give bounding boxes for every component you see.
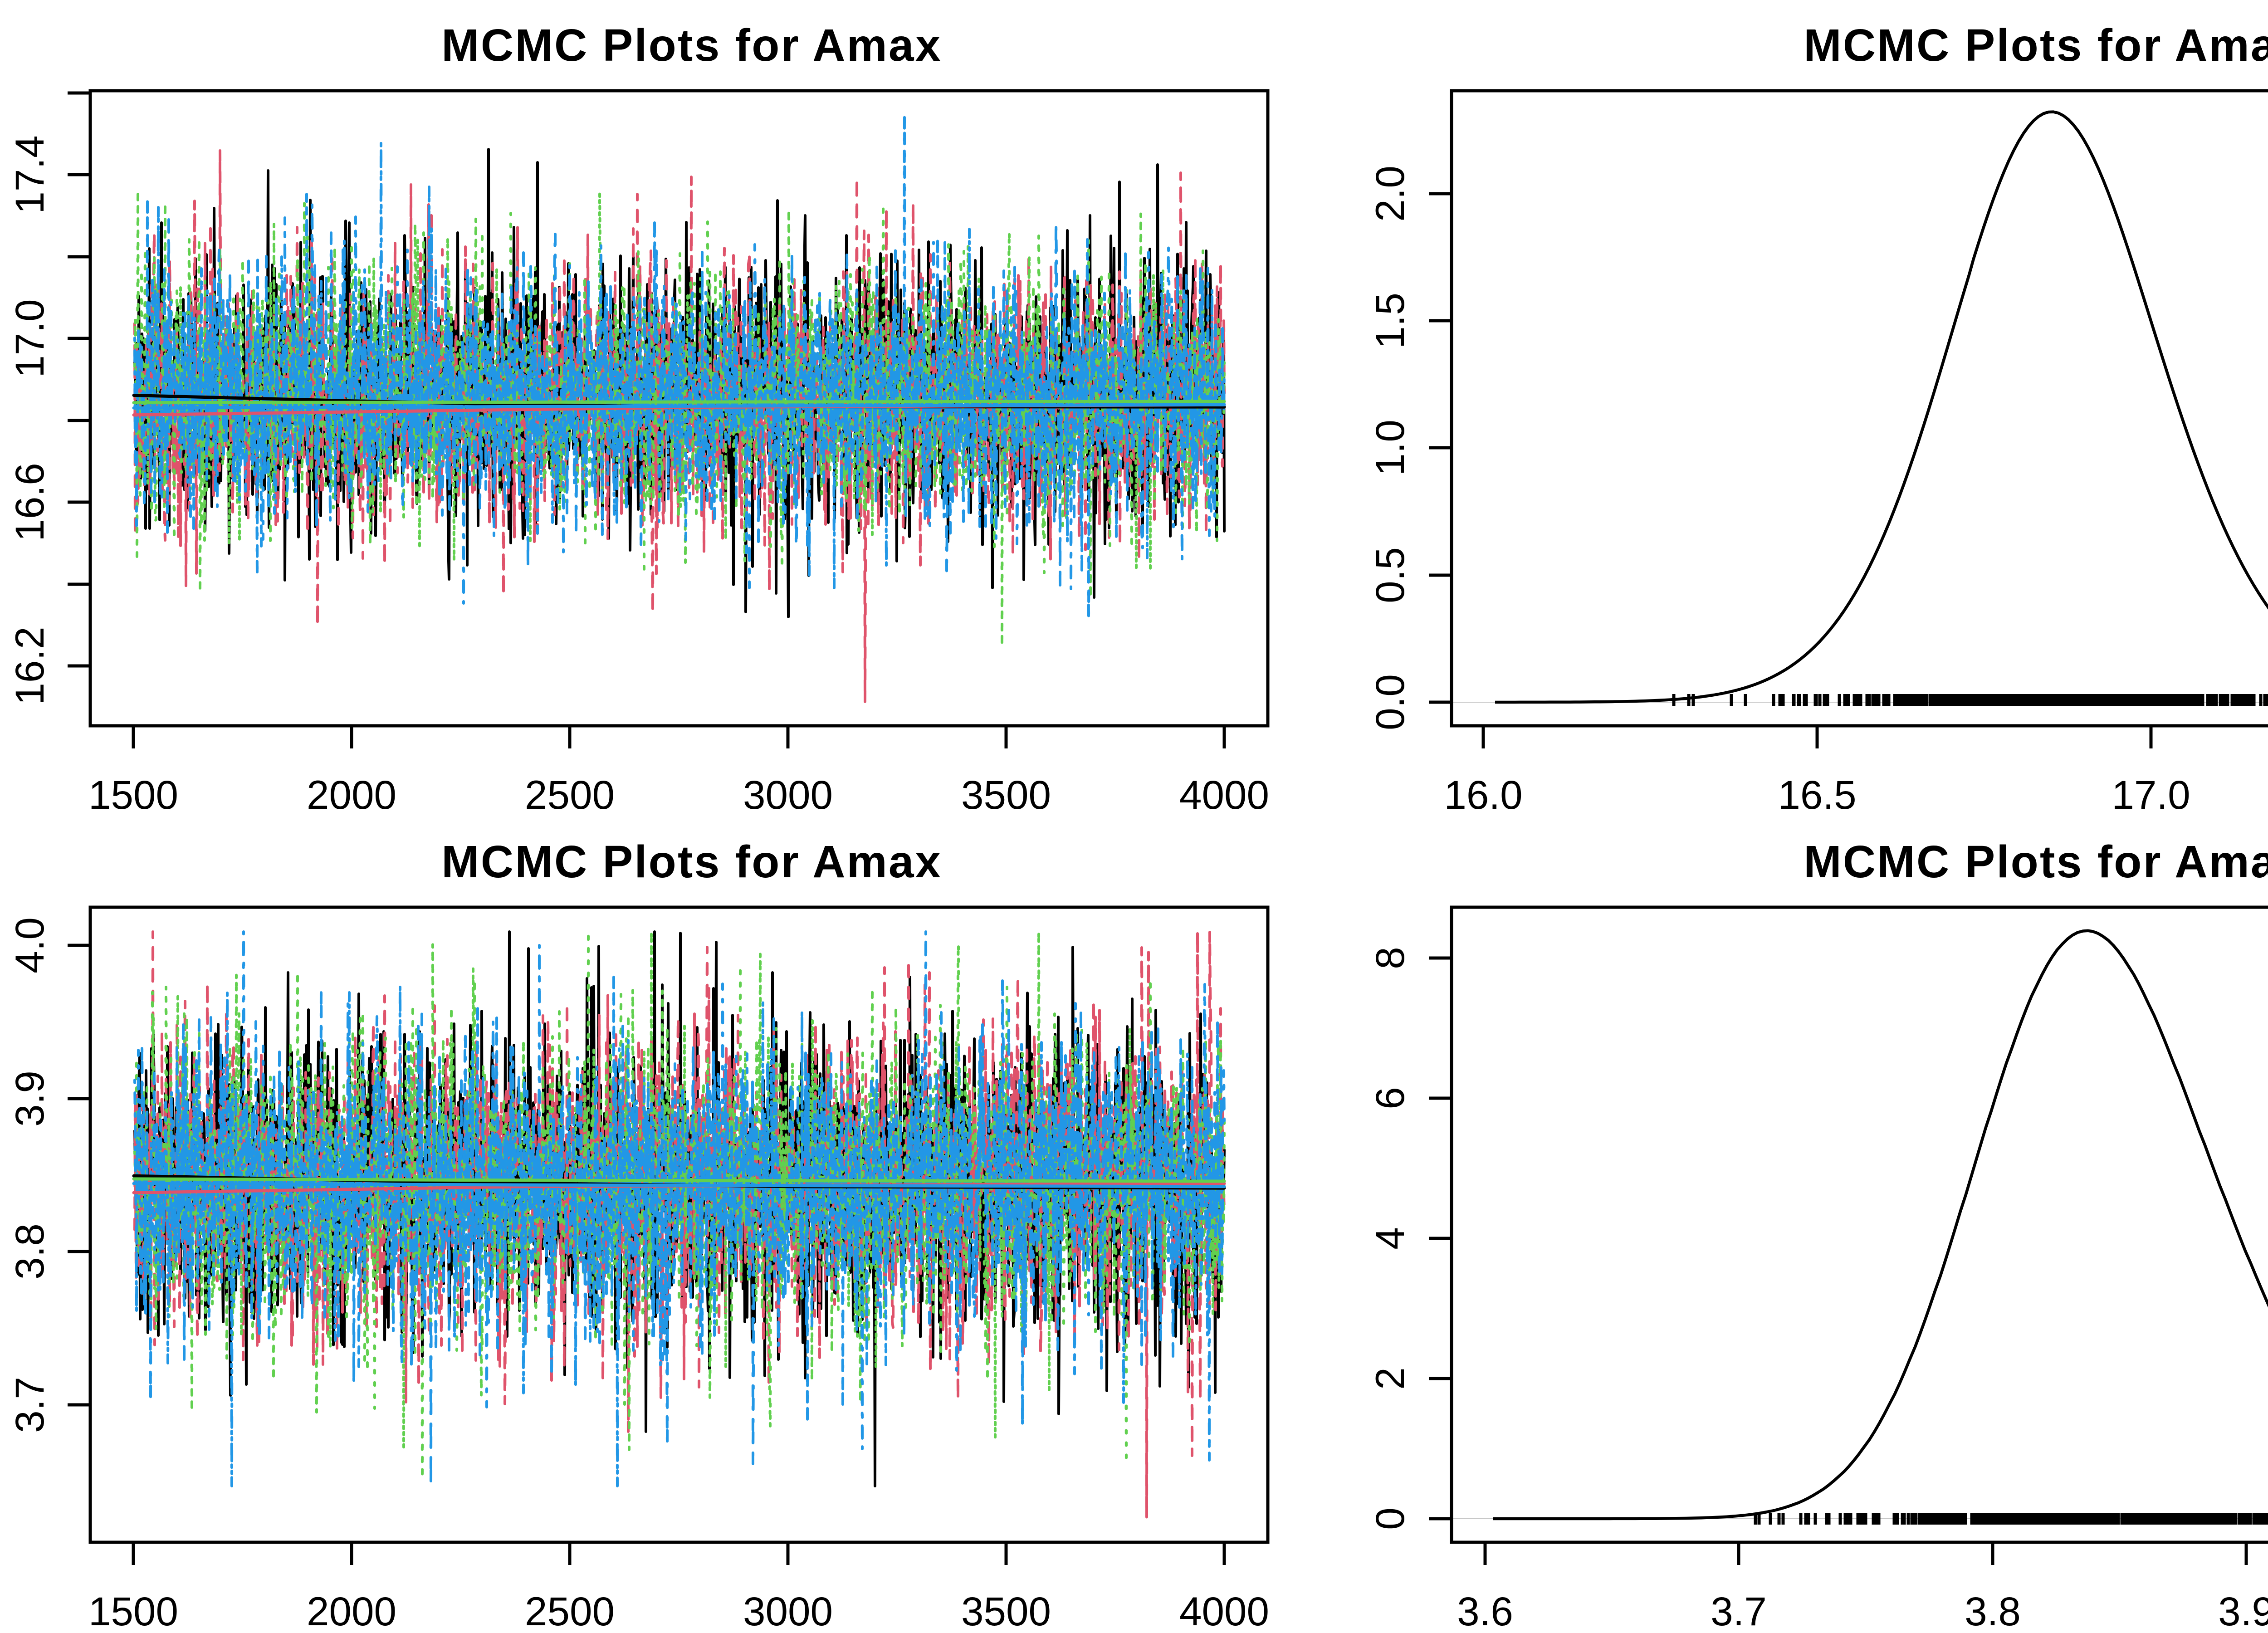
svg-text:0.0: 0.0 <box>1367 674 1413 730</box>
svg-text:8: 8 <box>1367 947 1413 969</box>
svg-text:3000: 3000 <box>743 772 833 817</box>
svg-text:1500: 1500 <box>88 1589 178 1633</box>
svg-text:2500: 2500 <box>525 772 615 817</box>
svg-text:16.0: 16.0 <box>1444 772 1522 817</box>
svg-text:0: 0 <box>1367 1507 1413 1530</box>
svg-text:1.0: 1.0 <box>1367 420 1413 476</box>
svg-text:3.7: 3.7 <box>1711 1589 1767 1633</box>
svg-text:16.6: 16.6 <box>7 463 52 541</box>
svg-text:3000: 3000 <box>743 1589 833 1633</box>
svg-text:0.5: 0.5 <box>1367 547 1413 603</box>
svg-text:3.9: 3.9 <box>2218 1589 2268 1633</box>
svg-text:3.9: 3.9 <box>7 1071 52 1127</box>
svg-text:2000: 2000 <box>307 1589 396 1633</box>
svg-text:2000: 2000 <box>307 772 396 817</box>
svg-text:MCMC Plots for Amax: MCMC Plots for Amax <box>1804 836 2268 887</box>
svg-text:MCMC Plots for Amax: MCMC Plots for Amax <box>441 836 942 887</box>
svg-text:2.0: 2.0 <box>1367 166 1413 222</box>
svg-text:17.0: 17.0 <box>2112 772 2190 817</box>
svg-text:3.8: 3.8 <box>7 1223 52 1280</box>
svg-text:1500: 1500 <box>88 772 178 817</box>
svg-text:16.2: 16.2 <box>7 626 52 705</box>
svg-text:4000: 4000 <box>1179 772 1269 817</box>
svg-text:MCMC Plots for Amax: MCMC Plots for Amax <box>441 20 942 71</box>
svg-text:2500: 2500 <box>525 1589 615 1633</box>
svg-text:3.8: 3.8 <box>1965 1589 2021 1633</box>
svg-text:3500: 3500 <box>961 772 1051 817</box>
svg-text:4: 4 <box>1367 1227 1413 1250</box>
svg-text:17.4: 17.4 <box>7 135 52 214</box>
svg-text:6: 6 <box>1367 1087 1413 1110</box>
svg-text:3.7: 3.7 <box>7 1377 52 1433</box>
svg-text:MCMC Plots for Amax: MCMC Plots for Amax <box>1804 20 2268 71</box>
svg-text:4.0: 4.0 <box>7 917 52 973</box>
svg-text:3.6: 3.6 <box>1457 1589 1513 1633</box>
svg-text:17.0: 17.0 <box>7 299 52 377</box>
svg-text:2: 2 <box>1367 1367 1413 1390</box>
svg-text:3500: 3500 <box>961 1589 1051 1633</box>
svg-text:1.5: 1.5 <box>1367 293 1413 349</box>
svg-text:16.5: 16.5 <box>1778 772 1856 817</box>
svg-text:4000: 4000 <box>1179 1589 1269 1633</box>
